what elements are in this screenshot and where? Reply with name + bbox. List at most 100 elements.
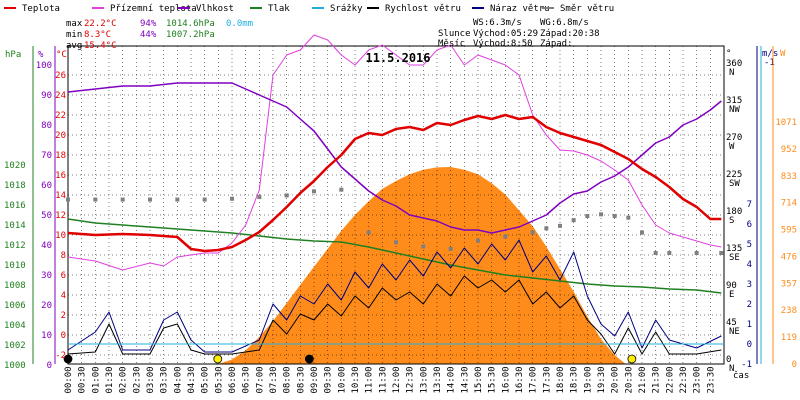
dir-label: NW [729,105,740,115]
x-tick-label: 17:00 [529,366,539,393]
pressure-line [67,218,722,294]
wm2-tick-label: 119 [781,333,797,343]
wind-dir-point [202,197,207,202]
hpa-tick-label: 1004 [4,321,26,331]
x-tick-label: 00:30 [78,366,88,393]
wm2-tick-label: 357 [781,279,797,289]
dir-label: E [729,290,734,300]
deg-tick-label: 0 [726,355,731,365]
x-tick-label: 07:00 [255,366,265,393]
dir-label: N [729,364,734,374]
hpa-tick-label: 1014 [4,221,26,231]
x-tick-label: 20:30 [624,366,634,393]
stat-max-label: max [66,19,83,29]
sun-label: Slunce [438,29,471,39]
x-tick-label: 01:00 [91,366,101,393]
hpa-tick-label: 1016 [4,201,26,211]
x-tick-label: 08:30 [296,366,306,393]
hpa-tick-label: 1002 [4,341,26,351]
x-tick-label: 23:30 [706,366,716,393]
x-tick-label: 07:30 [269,366,279,393]
pct-tick-label: 10 [41,331,52,341]
wind-ws: WS:6.3m/s [473,18,522,28]
wind-dir-point [257,195,262,200]
x-tick-label: 08:00 [283,366,293,393]
ground-temp-line [67,34,722,271]
wind-dir-point [93,197,98,202]
moon-rise: Východ:8:50 [473,39,533,49]
pct-tick-label: 20 [41,301,52,311]
ms-axis-unit: m/s [762,49,778,59]
celsius-tick-label: 16 [55,171,66,181]
x-tick-label: 23:00 [693,366,703,393]
celsius-tick-label: 24 [55,91,66,101]
x-tick-label: 14:00 [447,366,457,393]
plot-frame [67,45,725,365]
x-tick-label: 11:30 [378,366,388,393]
wind-dir-point [284,193,289,198]
deg-tick-label: 360 [726,59,742,69]
wind-dir-point [339,187,344,192]
dir-label: S [729,216,734,226]
x-tick-label: 21:30 [652,366,662,393]
x-tick-label: 10:30 [351,366,361,393]
wind-dir-point [653,251,658,255]
x-tick-label: 15:00 [474,366,484,393]
ms-tick-label: 0 [747,340,752,350]
legend-entry: Přízemní teplota [110,4,197,14]
dir-label: N [729,68,734,78]
x-tick-label: 18:30 [570,366,580,393]
celsius-tick-label: 4 [61,291,66,301]
sun-marker [627,354,637,364]
wind-dir-point [694,251,699,255]
temperature-line [67,113,722,253]
deg-tick-label: 225 [726,170,742,180]
celsius-tick-label: 2 [61,311,66,321]
deg-tick-label: 315 [726,96,742,106]
legend-entry: Srážky [330,4,363,14]
stat-max-press: 1014.6hPa [166,19,215,29]
stat-max-temp: 22.2°C [84,19,117,29]
pct-tick-label: 70 [41,151,52,161]
stat-avg-temp: 15.4°C [84,41,117,51]
dir-label: SW [729,179,740,189]
celsius-tick-label: 22 [55,111,66,121]
moon-marker [63,354,73,364]
humidity-line [67,82,722,234]
hpa-tick-label: 1000 [4,361,26,371]
wind-dir-point [626,215,631,220]
wind-dir-point [394,240,398,245]
wind-dir-point [148,197,152,202]
x-tick-label: 18:00 [556,366,566,393]
deg-tick-label: 135 [726,244,742,254]
celsius-tick-label: 10 [55,231,66,241]
x-tick-label: 22:30 [679,366,689,393]
x-tick-label: 21:00 [638,366,648,393]
x-tick-label: 10:00 [337,366,347,393]
wind-dir-point [719,251,724,255]
celsius-tick-label: 18 [55,151,66,161]
wm2-tick-label: 238 [781,306,797,316]
ms-tick-label: 7 [747,200,752,210]
x-tick-label: 22:00 [665,366,675,393]
ms-tick-label: -1 [741,360,752,370]
stat-min-temp: 8.3°C [84,30,111,40]
pct-axis-unit: % [38,50,44,60]
wind-gust-line [67,239,722,353]
legend-entry: Náraz větru [490,4,550,14]
legend-entry: Směr větru [560,4,614,14]
solar-radiation-area [218,167,626,364]
celsius-axis-unit: °C [56,50,67,60]
x-tick-label: 04:30 [187,366,197,393]
celsius-tick-label: 26 [55,71,66,81]
deg-tick-label: 270 [726,133,742,143]
axes: 00:00 00:30 01:00 01:30 02:00 02:30 03:00 03:30… [4,46,797,394]
sun-rise: Východ:05:29 [473,29,538,39]
wind-dir-point [503,234,508,239]
x-tick-label: 20:00 [611,366,621,393]
celsius-tick-label: 8 [61,251,66,261]
x-tick-label: 13:30 [433,366,443,393]
wind-dir-point [544,226,549,231]
dir-label: W [729,142,735,152]
wind-dir-point [66,197,70,202]
